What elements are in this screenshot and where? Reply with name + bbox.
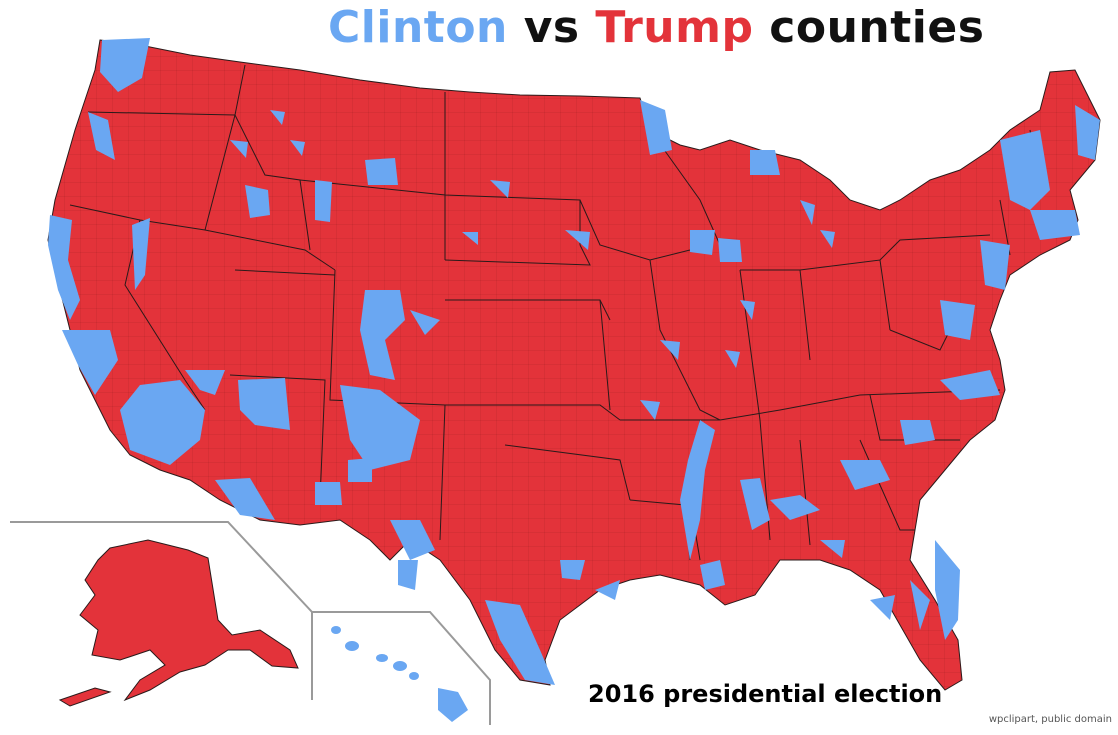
title-trump: Trump <box>595 2 754 53</box>
title-vs: vs <box>523 2 580 53</box>
hawaii-inset <box>331 626 468 722</box>
clinton-counties <box>48 38 1100 685</box>
alaska-inset <box>58 539 299 707</box>
map-subtitle: 2016 presidential election <box>588 680 943 708</box>
alaska-shape <box>79 539 299 702</box>
title-counties: counties <box>769 2 985 53</box>
inset-frame <box>10 521 491 725</box>
title-clinton: Clinton <box>328 2 508 53</box>
map-credit: wpclipart, public domain <box>988 714 1112 725</box>
map-title: Clinton vs Trump counties <box>328 2 1028 54</box>
